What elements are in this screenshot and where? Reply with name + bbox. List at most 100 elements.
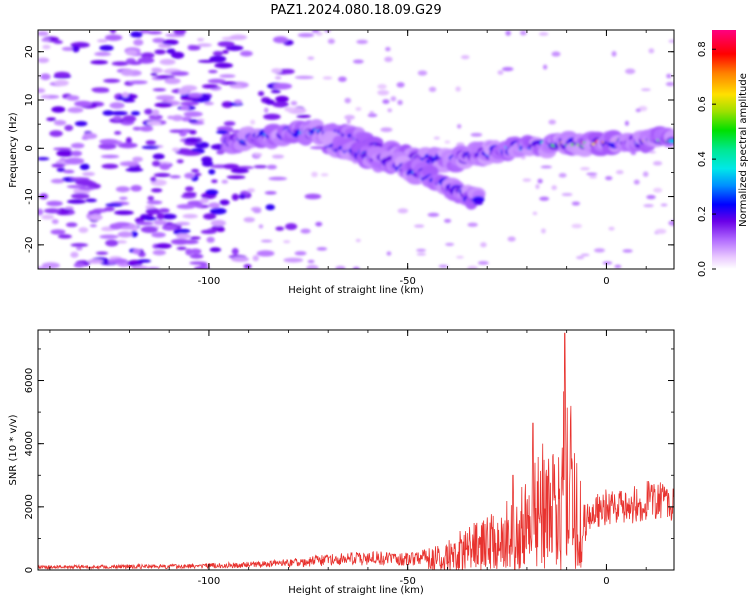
noise-blob — [199, 263, 209, 267]
noise-blob — [648, 48, 655, 54]
noise-blob — [265, 99, 275, 105]
noise-blob — [231, 247, 239, 255]
noise-blob — [130, 31, 143, 38]
noise-blob — [444, 218, 452, 223]
noise-blob — [141, 145, 160, 150]
y-tick-label: 0 — [24, 567, 35, 573]
ridge-core — [473, 201, 483, 206]
x-tick-label: -100 — [198, 276, 221, 287]
noise-blob — [116, 96, 132, 101]
noise-blob — [505, 30, 511, 36]
noise-blob — [187, 92, 203, 98]
noise-blob — [154, 243, 172, 249]
noise-blob — [194, 172, 202, 177]
noise-blob — [641, 88, 651, 92]
snr-x-axis-label: Height of straight line (km) — [288, 585, 424, 596]
noise-blob — [457, 124, 462, 129]
noise-blob — [602, 261, 613, 265]
noise-blob — [377, 89, 390, 96]
noise-blob — [668, 220, 674, 226]
noise-blob — [87, 259, 104, 264]
noise-blob — [187, 200, 204, 206]
noise-blob — [38, 57, 50, 64]
noise-blob — [297, 32, 315, 38]
noise-blob — [117, 142, 138, 149]
noise-blob — [170, 71, 189, 76]
noise-blob — [233, 99, 243, 105]
noise-blob — [539, 196, 550, 201]
noise-blob — [57, 234, 72, 239]
noise-blob — [151, 232, 166, 238]
noise-blob — [148, 114, 163, 120]
noise-blob — [111, 258, 128, 264]
noise-blob — [161, 224, 178, 231]
noise-blob — [633, 179, 640, 185]
noise-blob — [586, 172, 598, 176]
noise-blob — [660, 203, 668, 207]
noise-blob — [51, 163, 66, 168]
noise-blob — [253, 165, 268, 169]
noise-blob — [665, 81, 674, 87]
noise-blob — [387, 108, 393, 113]
noise-blob — [143, 216, 157, 221]
noise-blob — [296, 114, 311, 118]
noise-blob — [346, 118, 351, 125]
noise-blob — [70, 150, 83, 157]
noise-blob — [428, 86, 437, 92]
noise-blob — [150, 72, 158, 76]
y-tick-label: 10 — [24, 94, 35, 107]
noise-blob — [369, 111, 375, 115]
noise-blob — [38, 31, 49, 37]
noise-blob — [537, 178, 543, 184]
noise-blob — [53, 40, 63, 44]
noise-blob — [130, 185, 142, 192]
noise-blob — [238, 193, 246, 200]
noise-blob — [294, 75, 314, 80]
noise-blob — [109, 30, 117, 34]
noise-blob — [135, 221, 154, 226]
noise-blob — [444, 140, 451, 144]
noise-blob — [193, 266, 204, 269]
noise-blob — [258, 224, 264, 229]
noise-blob — [125, 137, 132, 145]
noise-blob — [90, 60, 109, 65]
noise-blob — [571, 201, 581, 206]
noise-blob — [110, 110, 128, 116]
noise-blob — [397, 208, 409, 214]
noise-blob — [147, 30, 163, 35]
noise-blob — [630, 151, 637, 156]
noise-blob — [191, 168, 200, 173]
noise-blob — [211, 179, 218, 184]
noise-blob — [205, 189, 219, 196]
noise-blob — [185, 248, 193, 256]
noise-blob — [416, 252, 427, 256]
noise-blob — [273, 36, 288, 44]
noise-blob — [367, 113, 378, 118]
noise-blob — [271, 68, 283, 74]
noise-blob — [652, 161, 663, 166]
noise-blob — [200, 229, 217, 234]
noise-blob — [119, 196, 128, 200]
noise-blob — [169, 175, 181, 179]
noise-blob — [131, 265, 149, 269]
noise-blob — [355, 107, 362, 112]
noise-blob — [226, 175, 246, 180]
noise-blob — [188, 119, 199, 123]
noise-blob — [176, 246, 187, 251]
noise-blob — [622, 249, 633, 253]
noise-blob — [635, 108, 641, 113]
noise-blob — [175, 221, 191, 226]
noise-blob — [580, 253, 590, 257]
noise-blob — [66, 184, 86, 189]
noise-blob — [176, 203, 196, 210]
noise-blob — [71, 193, 90, 200]
snr-panel: -100 -50 0 0 2000 4000 6000 Height of straight… — [8, 329, 675, 596]
noise-blob — [53, 147, 72, 151]
noise-blob — [548, 119, 556, 125]
noise-blob — [201, 160, 214, 167]
noise-blob — [197, 59, 216, 63]
noise-blob — [173, 30, 187, 35]
y-tick-label: 6000 — [24, 368, 35, 393]
colorbar-tick-label: 0.4 — [697, 151, 708, 167]
noise-blob — [38, 88, 46, 94]
